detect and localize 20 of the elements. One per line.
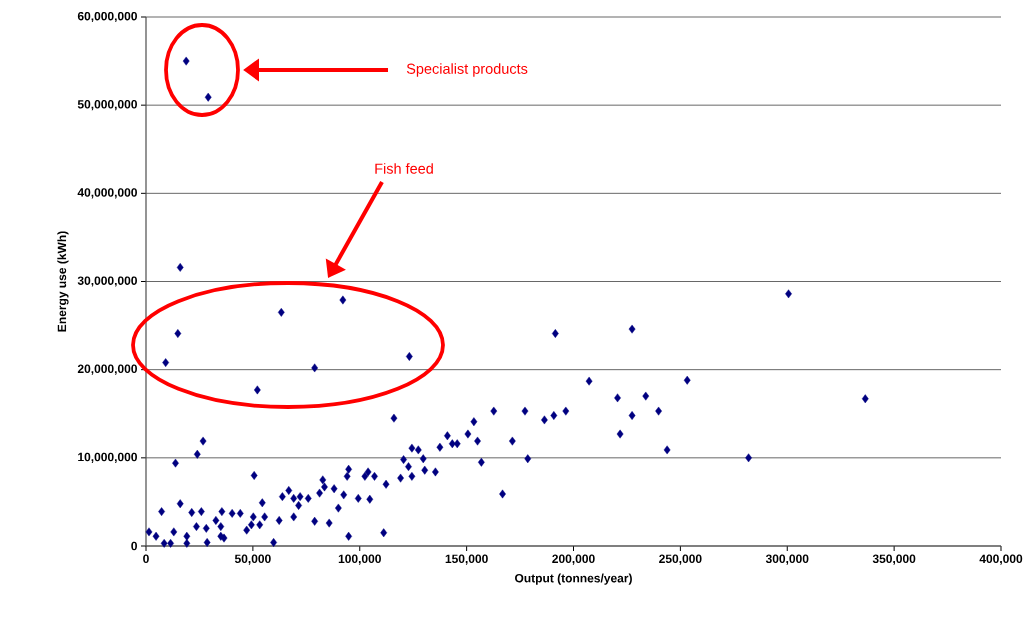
y-tick-label: 10,000,000 [78,452,137,463]
x-tick-label: 350,000 [872,554,916,565]
y-tick-label: 60,000,000 [77,11,137,23]
y-tick-label: 50,000,000 [77,100,137,111]
x-tick-label: 150,000 [445,554,488,565]
annotation: Specialist products [406,63,528,77]
y-tick-label: 20,000,000 [77,364,137,375]
y-tick-label: 0 [131,541,137,551]
x-tick-label: 100,000 [338,554,381,565]
x-tick-label: 0 [143,554,149,564]
x-axis-title: Output (tonnes/year) [515,573,632,585]
x-tick-label: 50,000 [234,554,271,565]
x-tick-label: 300,000 [765,554,809,565]
y-tick-label: 30,000,000 [77,276,137,287]
y-tick-label: 40,000,000 [77,188,137,199]
x-tick-label: 250,000 [659,554,702,565]
x-tick-label: 200,000 [552,554,595,565]
annotation: Fish feed [375,163,433,174]
y-axis-title: Energy use (kWh) [57,231,69,332]
x-tick-label: 400,000 [979,554,1023,565]
